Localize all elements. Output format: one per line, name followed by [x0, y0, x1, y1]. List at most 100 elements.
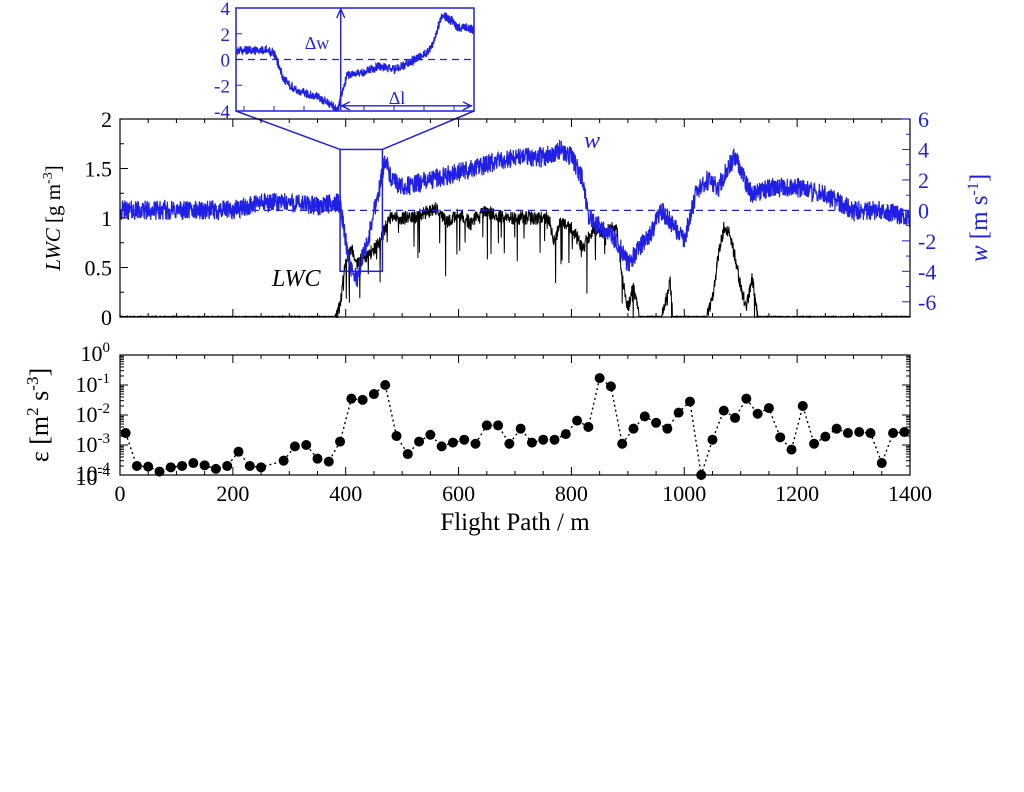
- right-y-tick-label: 0: [918, 198, 929, 223]
- eps-point: [425, 429, 436, 440]
- eps-point: [560, 429, 571, 440]
- eps-point: [741, 393, 752, 404]
- top-axes: 0 0.5 1 1.5 2 -6 -4 -2 0 2 4 6: [85, 107, 937, 330]
- eps-point: [572, 415, 583, 426]
- dl-arrow-head-left: [340, 101, 351, 111]
- x-axis-title: Flight Path / m: [440, 509, 590, 536]
- eps-point: [786, 444, 797, 455]
- eps-point: [301, 440, 312, 450]
- inset-y-tick-label: 2: [221, 25, 231, 46]
- right-y-tick-label: -6: [918, 290, 936, 315]
- eps-point: [436, 441, 447, 452]
- eps-point: [696, 470, 707, 480]
- bottom-x-tick-label: 800: [555, 481, 588, 506]
- eps-point: [673, 407, 684, 418]
- inset-series: Δw Δl: [235, 7, 475, 112]
- w-series-label: w: [584, 128, 600, 154]
- eps-point: [730, 412, 741, 423]
- left-y-tick-label: 0.5: [85, 256, 113, 281]
- eps-point: [414, 436, 425, 447]
- left-y-tick-label: 1: [101, 206, 112, 231]
- eps-point: [515, 423, 526, 434]
- eps-point: [402, 449, 413, 460]
- eps-point: [775, 432, 786, 443]
- eps-point: [854, 427, 865, 438]
- bottom-x-tick-label: 0: [115, 481, 126, 506]
- left-y-tick-label: 2: [101, 107, 112, 132]
- lwc-w-panel: 0 0.5 1 1.5 2 -6 -4 -2 0 2 4 6 LWC w: [85, 107, 937, 330]
- eps-point: [594, 373, 605, 384]
- inset-y-tick-label: 4: [221, 0, 231, 20]
- eps-point: [707, 434, 718, 445]
- eps-point: [165, 462, 176, 473]
- inset-y-tick-label: -2: [214, 76, 230, 97]
- eps-point: [222, 460, 233, 471]
- eps-point: [831, 423, 842, 434]
- bottom-x-tick-label: 400: [329, 481, 362, 506]
- eps-point: [312, 453, 323, 464]
- eps-point: [256, 462, 267, 473]
- eps-point: [289, 441, 300, 452]
- eps-point: [323, 456, 334, 467]
- eps-point: [639, 411, 650, 422]
- eps-point: [210, 463, 221, 474]
- right-y-tick-label: 4: [918, 137, 929, 162]
- bottom-x-tick-label: 1000: [662, 481, 706, 506]
- eps-point: [357, 394, 368, 405]
- eps-point: [899, 427, 910, 438]
- eps-point: [244, 460, 255, 471]
- eps-point: [154, 466, 165, 477]
- eps-point: [617, 438, 628, 449]
- eps-point: [865, 428, 876, 439]
- dl-arrow-head-right: [462, 101, 473, 111]
- inset-y-tick-label: -4: [214, 102, 230, 123]
- eps-point: [605, 381, 616, 392]
- eps-point: [346, 393, 357, 404]
- eps-point: [143, 461, 154, 472]
- eps-point: [493, 420, 504, 431]
- eps-point: [470, 438, 481, 449]
- eps-point: [188, 458, 199, 469]
- lwc-line: [119, 202, 911, 319]
- eps-point: [335, 436, 346, 447]
- eps-point: [120, 428, 131, 439]
- eps-point: [583, 421, 594, 432]
- eps-point: [718, 405, 729, 416]
- zoom-connector-left: [235, 110, 341, 151]
- dw-label: Δw: [305, 33, 330, 53]
- eps-panel: 0 200 400 600 800 1000 1200 1400 100 10-1 10-2 10-3…: [76, 340, 933, 536]
- dw-arrow-head: [336, 7, 346, 19]
- right-y-axis-title: w [m s-1]: [965, 174, 993, 262]
- eps-point: [233, 446, 244, 457]
- inset-axes: 4 2 0 -2 -4: [214, 0, 455, 123]
- bottom-x-tick-label: 1400: [888, 481, 932, 506]
- bottom-plot-frame: [119, 354, 911, 476]
- eps-point: [628, 423, 639, 434]
- eps-point: [368, 389, 379, 400]
- right-y-tick-label: -4: [918, 259, 936, 284]
- bottom-y-tick-label: 10-4: [76, 460, 111, 486]
- dl-label: Δl: [389, 88, 406, 108]
- eps-point: [876, 458, 887, 469]
- eps-point: [459, 434, 470, 445]
- eps-line: [124, 376, 905, 476]
- eps-point: [447, 437, 458, 448]
- left-y-axis-title: LWC [g m-3]: [41, 165, 65, 271]
- eps-point: [526, 437, 537, 448]
- eps-point: [684, 396, 695, 407]
- zoom-box: [339, 148, 384, 273]
- eps-point: [538, 434, 549, 445]
- bottom-y-tick-label: 10-3: [76, 431, 111, 457]
- bottom-y-tick-label: 10-2: [76, 401, 111, 427]
- bottom-x-tick-label: 1200: [775, 481, 819, 506]
- eps-point: [380, 380, 391, 390]
- bottom-x-tick-label: 600: [442, 481, 475, 506]
- eps-point: [131, 460, 142, 471]
- eps-point: [797, 400, 808, 411]
- eps-point: [842, 428, 853, 439]
- eps-point: [763, 403, 774, 414]
- eps-point: [549, 434, 560, 445]
- bottom-x-tick-label: 200: [216, 481, 249, 506]
- eps-point: [199, 460, 210, 471]
